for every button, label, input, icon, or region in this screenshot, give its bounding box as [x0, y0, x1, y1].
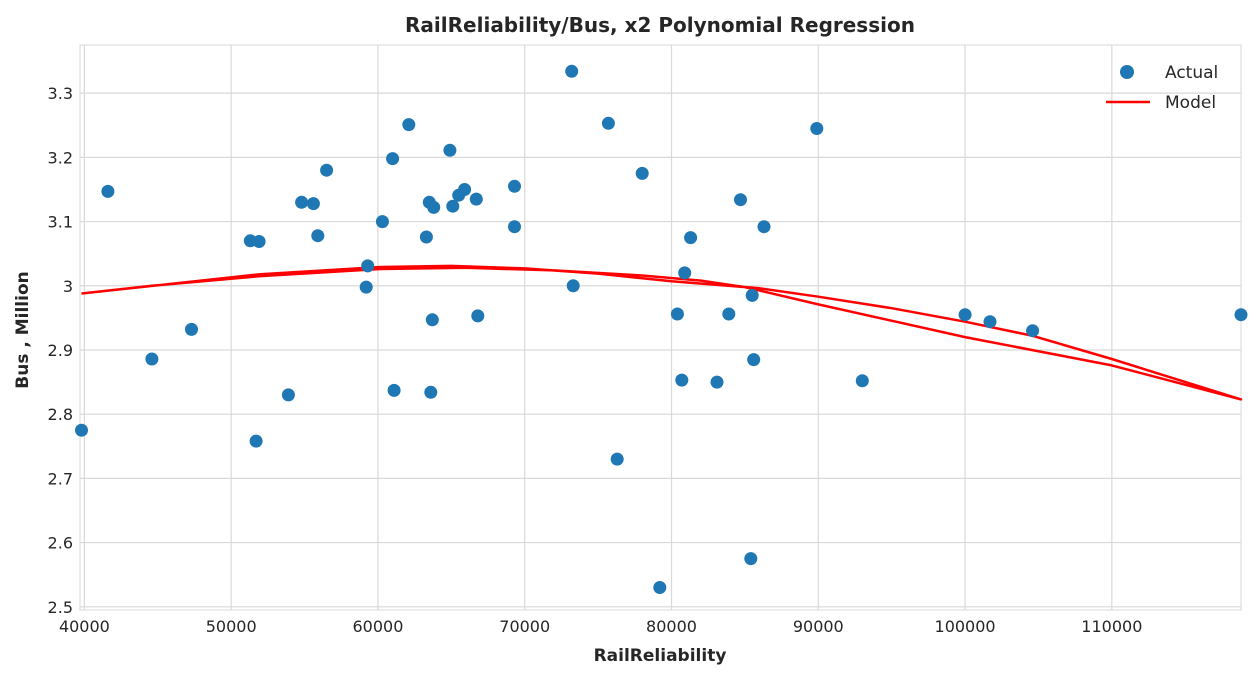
x-tick-label: 80000 [646, 617, 697, 636]
actual-point [471, 309, 485, 323]
actual-point [249, 434, 263, 448]
y-tick-label: 2.5 [48, 598, 73, 617]
actual-point [75, 423, 88, 437]
actual-point [361, 259, 375, 273]
x-tick-label: 110000 [1081, 617, 1142, 636]
x-tick-label: 70000 [499, 617, 550, 636]
actual-point [375, 215, 389, 229]
actual-point [419, 230, 433, 244]
actual-point [710, 375, 724, 389]
actual-point [675, 373, 689, 387]
actual-point [386, 152, 400, 166]
actual-point [670, 307, 684, 321]
actual-point [458, 183, 472, 196]
actual-point [983, 315, 997, 329]
actual-point [427, 200, 441, 214]
actual-point [359, 280, 373, 294]
legend-model-label: Model [1165, 93, 1216, 113]
actual-point [295, 195, 309, 209]
actual-point [722, 307, 736, 321]
actual-point [565, 64, 579, 78]
x-tick-label: 60000 [353, 617, 404, 636]
actual-point [653, 581, 667, 594]
actual-point [684, 231, 698, 245]
actual-point [744, 552, 758, 566]
actual-point [424, 385, 438, 399]
actual-point [601, 116, 615, 130]
model-line [81, 264, 1243, 401]
y-tick-label: 3.3 [48, 84, 73, 103]
actual-point [635, 166, 649, 180]
actual-point [757, 220, 771, 234]
actual-point [402, 118, 416, 132]
actual-point [810, 122, 824, 135]
actual-point [311, 229, 325, 243]
x-tick-label: 90000 [793, 617, 844, 636]
legend: Actual Model [1106, 63, 1218, 113]
actual-point [508, 179, 521, 193]
x-axis-title: RailReliability [594, 646, 727, 666]
actual-point [734, 193, 747, 207]
legend-actual-marker [1120, 65, 1134, 79]
actual-point [1026, 324, 1040, 338]
y-tick-label: 3.1 [48, 213, 73, 232]
y-tick-label: 3.2 [48, 148, 73, 167]
actual-point [610, 452, 624, 466]
actual-point [425, 313, 439, 327]
actual-point [678, 266, 692, 280]
actual-point [306, 197, 320, 211]
chart-title: RailReliability/Bus, x2 Polynomial Regre… [405, 13, 915, 37]
actual-point [145, 352, 159, 366]
actual-point [443, 143, 457, 157]
y-tick-label: 2.6 [48, 534, 73, 553]
x-tick-label: 40000 [59, 617, 110, 636]
actual-point [281, 388, 295, 402]
actual-point [1234, 308, 1248, 322]
x-tick-labels: 40000 50000 60000 70000 80000 90000 100000 1100… [59, 617, 1142, 636]
x-tick-label: 100000 [935, 617, 996, 636]
x-tick-label: 50000 [206, 617, 257, 636]
actual-series [75, 64, 1248, 594]
y-tick-label: 2.9 [48, 341, 73, 360]
grid-lines [80, 45, 1241, 610]
plot-area-frame [79, 44, 1242, 611]
legend-actual-label: Actual [1165, 63, 1218, 83]
actual-point [101, 184, 115, 198]
actual-point [745, 288, 759, 302]
y-tick-label: 3 [63, 277, 73, 296]
model-series [81, 264, 1243, 401]
actual-point [566, 279, 580, 293]
y-tick-label: 2.8 [48, 405, 73, 424]
actual-point [387, 383, 401, 397]
actual-point [508, 220, 521, 234]
actual-point [252, 235, 266, 248]
y-tick-labels: 2.5 2.6 2.7 2.8 2.9 3 3.1 3.2 3.3 [48, 84, 73, 617]
y-tick-label: 2.7 [48, 469, 73, 488]
actual-point [446, 199, 460, 213]
actual-point [185, 322, 198, 336]
actual-point [320, 163, 334, 177]
actual-point [747, 353, 761, 367]
actual-point [855, 374, 869, 388]
y-axis-title: Bus , Million [13, 271, 33, 388]
actual-point [958, 308, 972, 322]
actual-point [469, 192, 483, 206]
